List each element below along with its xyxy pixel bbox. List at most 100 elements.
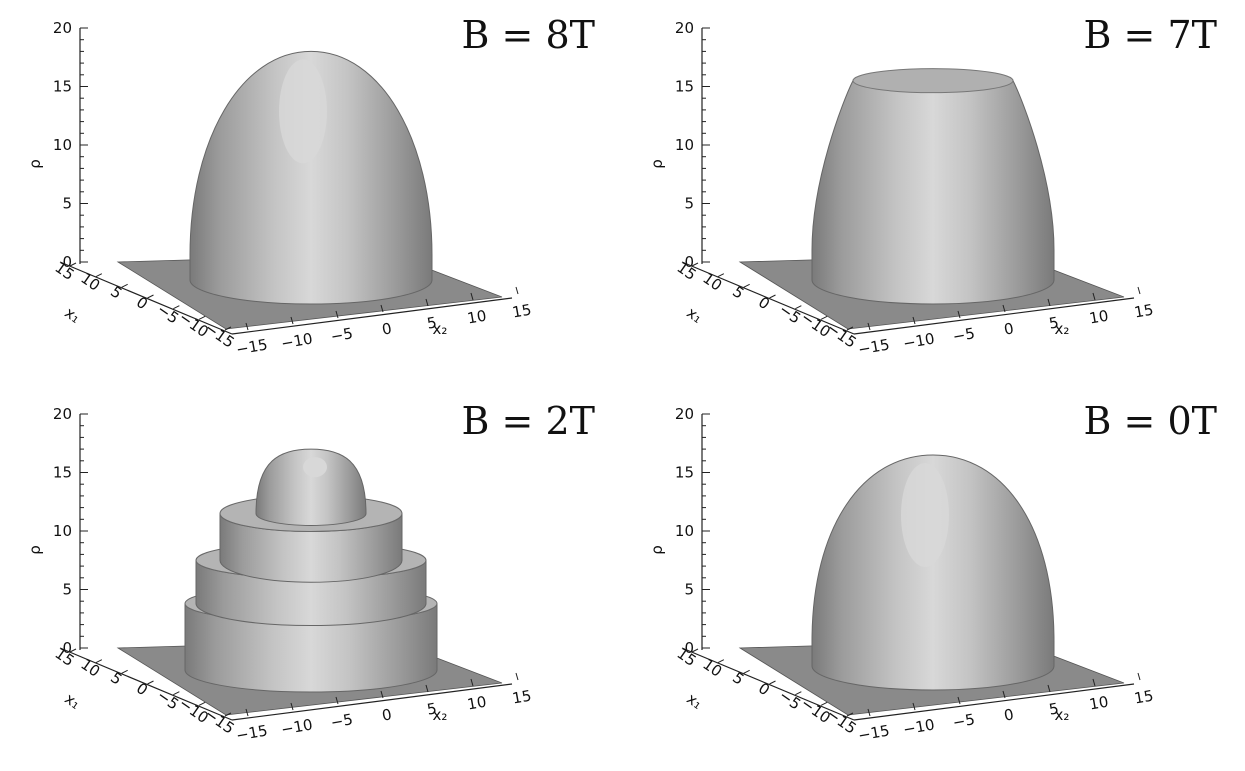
y-major-tick <box>846 326 854 331</box>
x-tick-label: −5 <box>329 710 354 732</box>
density-surface <box>811 80 1055 305</box>
x-tick-label: 10 <box>1088 306 1110 327</box>
panel-b2: 0 5 10 15 20 ρ 15 10 5 0 −5 −10 −15 x₁ −15 −10 −5 0 5 10 15 x… <box>0 386 622 771</box>
x-major-tick <box>1092 292 1096 301</box>
y-major-tick <box>173 691 180 696</box>
y-major-tick <box>198 315 206 320</box>
x-axis-label: x₂ <box>433 320 448 338</box>
x-tick-label: −10 <box>280 329 314 352</box>
y-major-tick <box>121 669 128 674</box>
x-major-tick <box>470 292 474 301</box>
z-tick-label: 0 <box>62 253 72 271</box>
y-tick-label: 0 <box>755 293 773 313</box>
z-tick-label: 20 <box>53 405 72 423</box>
y-major-tick <box>224 712 232 717</box>
x-tick-label: 5 <box>1048 313 1061 332</box>
x-major-tick <box>1137 672 1141 681</box>
y-tick-label: 5 <box>729 668 747 688</box>
y-tick-label: 5 <box>107 668 125 688</box>
y-major-tick <box>743 669 750 674</box>
x-major-tick <box>380 690 384 699</box>
y-axis-label: x₁ <box>683 304 706 327</box>
y-major-tick <box>173 305 180 310</box>
z-tick-label: 10 <box>53 522 72 540</box>
x-tick-label: −15 <box>235 335 269 358</box>
x-tick-label: −15 <box>235 721 269 744</box>
z-tick-label: 5 <box>684 195 694 213</box>
density-cap <box>255 448 367 526</box>
surface-highlight <box>901 462 949 567</box>
x-major-tick <box>515 286 519 295</box>
panel-b8: 0 5 10 15 20 ρ 15 10 5 0 −5 −10 −15 x₁ −15 −10 −5 0 5 10 15 x… <box>0 0 622 385</box>
x-tick-label: 10 <box>1088 692 1110 713</box>
y-major-tick <box>717 273 725 278</box>
x-tick-label: −5 <box>951 710 976 732</box>
x-major-tick <box>867 708 871 717</box>
y-tick-label: 5 <box>107 282 125 302</box>
y-major-tick <box>95 659 103 664</box>
z-tick-label: 15 <box>53 78 72 96</box>
y-tick-label: 0 <box>133 679 151 699</box>
y-axis-line <box>59 261 233 335</box>
panel-title: B = 2T <box>462 399 595 443</box>
x-axis-line <box>231 297 513 335</box>
x-tick-label: 0 <box>1003 705 1016 724</box>
y-major-tick <box>224 326 232 331</box>
cap-highlight <box>303 457 327 478</box>
y-tick-label: 10 <box>77 655 103 681</box>
x-major-tick <box>290 702 294 711</box>
x-major-tick <box>1137 286 1141 295</box>
y-axis-line <box>59 647 233 721</box>
z-tick-label: 0 <box>684 253 694 271</box>
x-tick-label: 10 <box>466 306 488 327</box>
x-axis-line <box>853 683 1135 721</box>
x-tick-label: 15 <box>1133 300 1155 321</box>
y-major-tick <box>795 305 802 310</box>
x-tick-label: 15 <box>511 300 533 321</box>
density-surface <box>189 50 433 305</box>
x-tick-label: −10 <box>902 715 936 738</box>
y-major-tick <box>147 680 154 685</box>
y-major-tick <box>691 648 699 653</box>
y-major-tick <box>743 283 750 288</box>
x-tick-label: 5 <box>426 313 439 332</box>
x-tick-label: −5 <box>951 324 976 346</box>
x-major-tick <box>425 684 429 693</box>
x-axis-label: x₂ <box>1055 320 1070 338</box>
x-major-tick <box>957 696 961 705</box>
x-tick-label: −10 <box>902 329 936 352</box>
z-tick-label: 5 <box>684 581 694 599</box>
x-major-tick <box>912 702 916 711</box>
x-major-tick <box>1092 678 1096 687</box>
y-major-tick <box>691 262 699 267</box>
density-surface <box>811 454 1055 691</box>
z-axis-label: ρ <box>648 545 666 555</box>
z-tick-label: 10 <box>675 522 694 540</box>
y-major-tick <box>769 680 776 685</box>
x-major-tick <box>335 310 339 319</box>
y-major-tick <box>820 315 828 320</box>
y-tick-label: 15 <box>52 644 78 670</box>
x-major-tick <box>1047 684 1051 693</box>
y-major-tick <box>147 294 154 299</box>
panel-b7: 0 5 10 15 20 ρ 15 10 5 0 −5 −10 −15 x₁ −15 −10 −5 0 5 10 15 x… <box>622 0 1244 385</box>
z-tick-label: 20 <box>675 19 694 37</box>
x-tick-label: −5 <box>329 324 354 346</box>
y-major-tick <box>198 701 206 706</box>
x-tick-label: 15 <box>1133 686 1155 707</box>
x-tick-label: 0 <box>381 319 394 338</box>
x-tick-label: 0 <box>1003 319 1016 338</box>
x-major-tick <box>1047 298 1051 307</box>
y-major-tick <box>121 283 128 288</box>
x-tick-label: 5 <box>1048 699 1061 718</box>
z-tick-label: 5 <box>62 195 72 213</box>
x-major-tick <box>867 322 871 331</box>
z-tick-label: 0 <box>684 639 694 657</box>
z-tick-label: 20 <box>675 405 694 423</box>
x-tick-label: 0 <box>381 705 394 724</box>
x-tick-label: −10 <box>280 715 314 738</box>
x-tick-label: −15 <box>857 721 891 744</box>
x-tick-label: 10 <box>466 692 488 713</box>
